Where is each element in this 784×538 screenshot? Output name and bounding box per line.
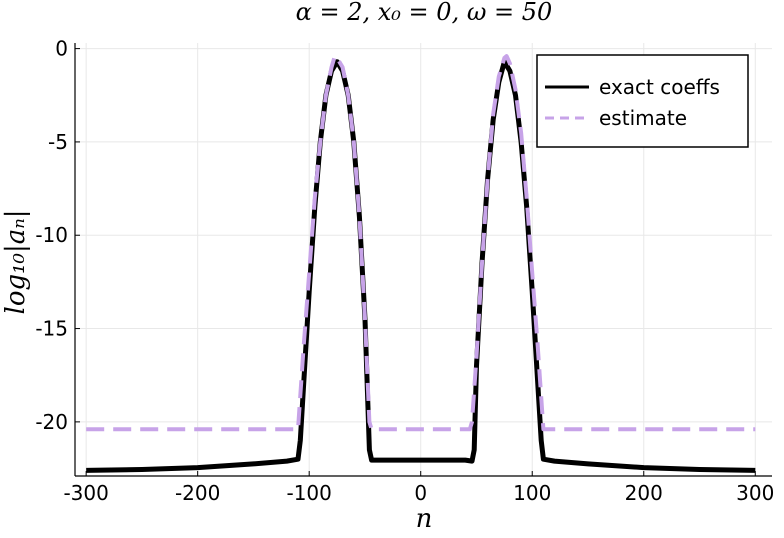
x-tick-label: -200: [175, 481, 220, 505]
chart-title: α = 2, x₀ = 0, ω = 50: [296, 0, 553, 26]
y-tick-label: -5: [48, 130, 68, 154]
x-tick-label: 100: [513, 481, 551, 505]
legend: exact coeffs estimate: [536, 54, 749, 148]
y-tick-label: 0: [55, 37, 68, 61]
x-tick-label: -100: [286, 481, 331, 505]
series-lines: [86, 54, 756, 473]
x-tick-label: 0: [414, 481, 427, 505]
tick-labels: -300 -200 -100 0 100 200 300 0 -5 -10 -15 -20: [35, 37, 774, 505]
y-tick-label: -20: [35, 410, 68, 434]
y-tick-label: -10: [35, 223, 68, 247]
x-tick-label: -300: [63, 481, 108, 505]
x-tick-label: 300: [736, 481, 774, 505]
y-axis-label: log₁₀|aₙ|: [1, 209, 31, 314]
y-tick-label: -15: [35, 317, 68, 341]
x-axis-label: n: [416, 504, 433, 534]
legend-box: [536, 54, 749, 148]
legend-label-exact-coeffs: exact coeffs: [599, 75, 720, 99]
legend-label-estimate: estimate: [599, 106, 687, 130]
axes: [74, 43, 772, 477]
x-tick-label: 200: [625, 481, 663, 505]
series-line-estimate: [86, 54, 756, 432]
